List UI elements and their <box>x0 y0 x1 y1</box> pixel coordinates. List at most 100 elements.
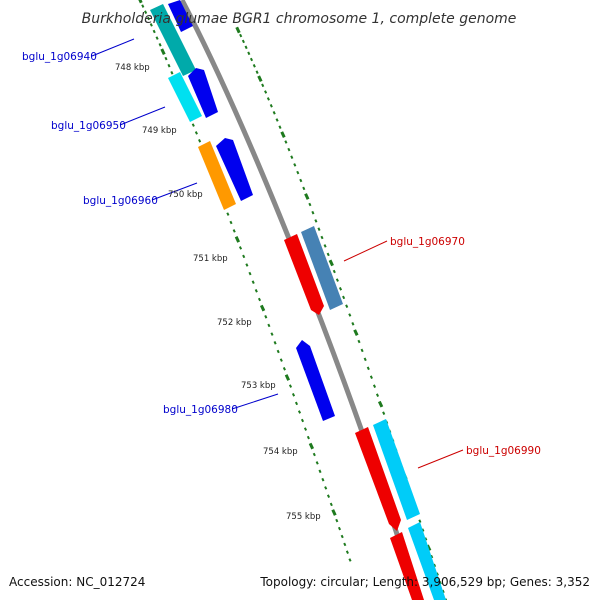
tick-dot <box>137 0 143 4</box>
topology-text: Topology: circular; Length: 3,906,529 bp… <box>259 575 590 589</box>
tick-dot <box>241 39 245 44</box>
tick-dot <box>273 341 277 345</box>
tick-dot <box>291 393 296 397</box>
tick-dot <box>304 193 310 200</box>
leader-line-06980 <box>231 393 279 410</box>
gene-feature-orange-06960 <box>198 141 236 210</box>
tick-dot <box>278 125 282 129</box>
tick-dot <box>315 461 319 465</box>
tick-dot <box>238 246 243 250</box>
tick-dot <box>297 410 302 414</box>
tick-dot <box>366 366 370 371</box>
tick-dot <box>335 278 339 282</box>
tick-dot <box>244 45 248 50</box>
tick-dot <box>279 358 283 362</box>
tick-dot <box>164 56 168 61</box>
tick-dot <box>252 64 256 68</box>
tick-dot <box>340 534 344 539</box>
tick-dot <box>323 244 327 248</box>
tick-dot <box>146 16 151 21</box>
tick-dot <box>160 48 166 56</box>
tick-dot <box>348 313 352 317</box>
tick-dot <box>369 375 373 379</box>
leader-line-06960 <box>151 182 198 201</box>
gene-label-bglu_1g06940[interactable]: bglu_1g06940 <box>22 51 97 63</box>
tick-dot <box>269 104 273 108</box>
accession-text: Accession: NC_012724 <box>9 575 145 589</box>
tick-dot <box>294 401 299 406</box>
tick-dot <box>254 289 258 293</box>
tick-dot <box>226 212 230 216</box>
tick-dot <box>343 542 347 547</box>
gene-label-bglu_1g06980[interactable]: bglu_1g06980 <box>163 404 238 416</box>
tick-dot <box>342 295 346 300</box>
chromosome-backbone <box>179 0 421 600</box>
tick-dot <box>152 29 156 34</box>
leader-line-06970 <box>343 240 388 262</box>
gene-feature-cyan-bottom <box>408 522 446 600</box>
tick-dot <box>251 280 255 284</box>
gene-feature-blue-06950 <box>188 68 218 118</box>
tick-dot <box>311 210 315 215</box>
gene-label-bglu_1g06970[interactable]: bglu_1g06970 <box>390 236 465 248</box>
tick-dot <box>229 220 233 225</box>
tick-dot <box>306 435 310 440</box>
gene-label-bglu_1g06950[interactable]: bglu_1g06950 <box>51 120 126 132</box>
tick-dot <box>191 123 195 127</box>
gene-labels: bglu_1g06940 bglu_1g06950 bglu_1g06960 b… <box>22 51 541 457</box>
tick-dot <box>293 163 297 167</box>
tick-dot <box>247 51 251 56</box>
tick-dot <box>345 304 349 308</box>
tick-dot <box>234 236 241 243</box>
tick-dot <box>267 323 271 328</box>
tick-dot <box>375 393 380 397</box>
tick-dot <box>360 348 364 353</box>
tick-dot <box>232 229 236 233</box>
tick-dot <box>155 36 159 40</box>
tick-dot <box>337 526 342 531</box>
scale-tick-label: 754 kbp <box>263 447 298 457</box>
tick-dot <box>144 10 148 14</box>
leader-line-06940 <box>91 38 135 57</box>
tick-dot <box>326 494 331 498</box>
tick-dot <box>372 384 377 388</box>
tick-dot <box>328 259 334 267</box>
tick-dot <box>338 287 343 291</box>
tick-dot <box>266 97 270 101</box>
tick-dot <box>282 367 286 371</box>
gene-label-bglu_1g06990[interactable]: bglu_1g06990 <box>466 445 541 457</box>
tick-dot <box>308 202 312 207</box>
tick-dot <box>242 254 246 259</box>
tick-dot <box>141 4 145 8</box>
scale-tick-label: 753 kbp <box>241 381 276 391</box>
tick-dot <box>264 315 268 319</box>
tick-dot <box>158 43 162 47</box>
tick-dot <box>335 518 339 523</box>
tick-dot <box>353 329 359 336</box>
gene-feature-red-06970 <box>284 234 324 315</box>
tick-dot <box>300 418 305 423</box>
tick-dot <box>302 186 306 191</box>
tick-dot <box>149 23 153 27</box>
tick-dot <box>275 118 279 122</box>
tick-dot <box>287 147 291 152</box>
scale-tick-label: 748 kbp <box>115 63 150 73</box>
tick-dot <box>299 178 303 183</box>
tick-dot <box>272 111 276 115</box>
tick-dot <box>318 469 322 474</box>
tick-dot <box>261 83 265 88</box>
gene-feature-cyan-06990 <box>373 419 420 520</box>
tick-dot <box>280 131 286 138</box>
gene-label-bglu_1g06960[interactable]: bglu_1g06960 <box>83 195 158 207</box>
tick-dot <box>235 26 241 34</box>
tick-dot <box>257 75 263 83</box>
tick-dot <box>332 269 336 274</box>
tick-dot <box>303 427 308 431</box>
gene-feature-cyan-06950 <box>168 72 202 122</box>
tick-dot <box>317 227 321 231</box>
tick-dot <box>248 271 252 276</box>
gene-feature-red-bottom <box>390 532 424 600</box>
scale-tick-label: 755 kbp <box>286 512 321 522</box>
genome-title: Burkholderia glumae BGR1 chromosome 1, c… <box>82 11 517 27</box>
tick-dot <box>314 219 318 223</box>
